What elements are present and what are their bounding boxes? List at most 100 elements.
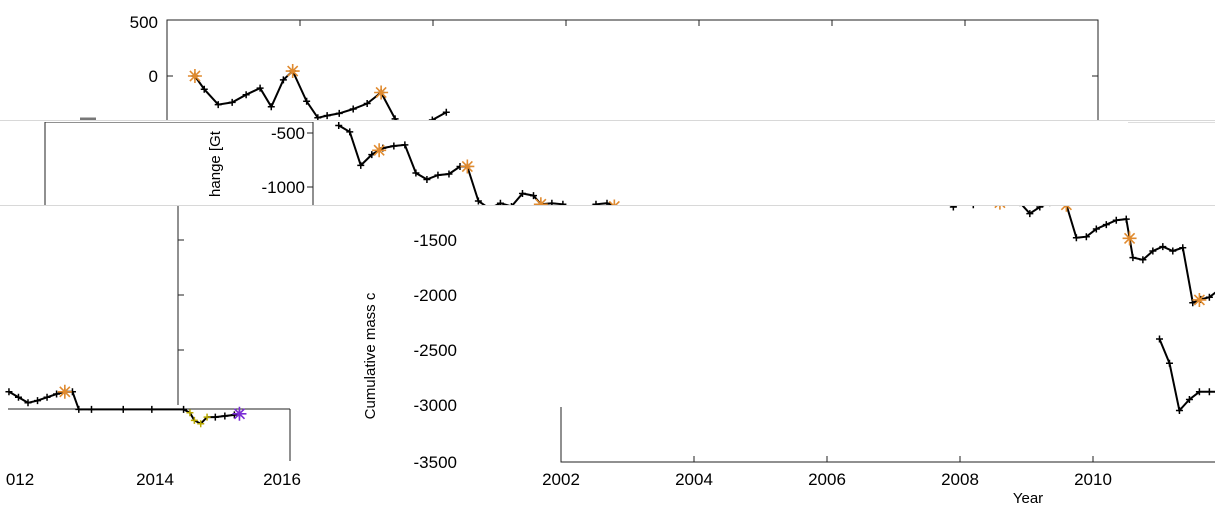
inset-data-point	[211, 413, 219, 421]
annual-max-marker	[187, 69, 202, 83]
data-point	[972, 206, 975, 209]
data-point	[314, 114, 322, 120]
inset-data-point	[34, 397, 42, 405]
chart-strip-middle: -500 -1000 hange [Gt	[0, 122, 1215, 205]
inset-data-point	[186, 409, 194, 417]
y-tick-label: -2500	[414, 341, 457, 360]
data-point	[363, 100, 371, 107]
y-tick-label: -500	[271, 124, 305, 143]
y-tick-mark	[178, 239, 184, 351]
data-point	[428, 116, 436, 120]
annual-max-marker	[374, 85, 389, 100]
x-tick-label: 2006	[808, 470, 846, 489]
axes-box	[166, 19, 1099, 120]
inset-data-point	[14, 393, 22, 401]
inset-data-point	[203, 413, 211, 421]
inset-data-point	[43, 393, 51, 401]
divider	[0, 205, 1215, 206]
annual-max-marker	[1192, 292, 1207, 307]
x-tick-label: 2004	[675, 470, 713, 489]
axes-box	[560, 407, 1215, 463]
annual-max-marker	[57, 384, 72, 399]
x-axis-label: Year	[1013, 490, 1043, 507]
chart-strip-bottom: -1500 -2000 -2500 -3000 -3500 Cumulative mass…	[0, 206, 1215, 508]
data-point	[423, 175, 431, 183]
data-point	[603, 199, 611, 205]
data-point	[349, 105, 357, 113]
y-tick-label: 0	[149, 67, 158, 86]
inset-data-point	[53, 390, 61, 398]
data-point	[1122, 215, 1130, 223]
data-point	[242, 91, 250, 99]
inset-data-point	[119, 405, 127, 413]
data-point	[518, 189, 526, 197]
annual-max-marker	[372, 143, 387, 158]
data-point	[445, 170, 453, 178]
data-point	[303, 97, 311, 105]
inset-data-point	[180, 405, 188, 413]
data-point	[1179, 244, 1187, 252]
data-point	[474, 197, 482, 205]
data-point	[442, 108, 450, 116]
data-point	[1175, 407, 1183, 414]
data-point	[401, 141, 409, 149]
inset-data-point	[24, 399, 32, 407]
data-point	[335, 109, 343, 117]
data-point	[496, 199, 504, 205]
y-axis-label-fragment: Cumulative mass c	[362, 292, 379, 419]
data-point	[390, 142, 398, 150]
data-point	[335, 122, 343, 129]
inset-data-point	[190, 416, 198, 424]
annual-max-marker	[994, 206, 1006, 210]
series-line	[194, 69, 447, 120]
y-tick-label: -1500	[414, 231, 457, 250]
data-point	[592, 200, 600, 205]
data-point	[548, 199, 556, 205]
x-tick-label: 012	[6, 470, 34, 489]
chart-svg-middle: -500 -1000 hange [Gt	[44, 122, 1215, 205]
annual-max-marker	[460, 159, 475, 174]
data-point	[279, 76, 287, 84]
annual-max-marker	[285, 64, 300, 79]
data-point	[200, 85, 208, 93]
y-tick-mark	[307, 132, 313, 188]
data-point	[412, 169, 420, 177]
data-point	[1149, 247, 1157, 255]
chart-strip-top: 500 0	[0, 0, 1215, 120]
x-tick-label: 2014	[136, 470, 174, 489]
inset-data-point	[197, 420, 205, 428]
inset-data-point	[148, 405, 156, 413]
data-point	[1205, 388, 1213, 396]
chart-svg-top: 500 0	[80, 13, 1099, 120]
data-point	[949, 206, 957, 211]
data-point	[1195, 388, 1203, 396]
x-tick-label: 2016	[263, 470, 301, 489]
y-tick-label: -2000	[414, 286, 457, 305]
series-line	[950, 206, 1215, 305]
y-tick-label: -3500	[414, 453, 457, 472]
data-point	[357, 161, 365, 169]
label-mask	[380, 408, 560, 417]
data-point	[214, 101, 222, 109]
data-point	[510, 202, 513, 205]
data-point	[1082, 233, 1090, 241]
y-axis-label-fragment: hange [Gt	[207, 130, 224, 197]
inset-data-point	[230, 411, 238, 419]
data-point	[1036, 206, 1044, 211]
inset-data-point	[221, 412, 229, 420]
series-line	[338, 124, 614, 205]
data-point	[559, 200, 567, 205]
data-point	[346, 128, 354, 136]
x-tick-label: 2010	[1074, 470, 1112, 489]
data-point	[1205, 293, 1213, 301]
annual-max-marker	[533, 197, 548, 205]
axes-box	[45, 122, 314, 205]
inset-data-point	[75, 405, 83, 413]
y-tick-label: 500	[130, 13, 158, 32]
data-point	[1159, 243, 1167, 251]
last-point-marker	[232, 406, 247, 421]
data-point	[1169, 247, 1177, 255]
data-point	[391, 115, 399, 120]
data-point	[1139, 256, 1147, 264]
data-point	[1026, 210, 1034, 218]
